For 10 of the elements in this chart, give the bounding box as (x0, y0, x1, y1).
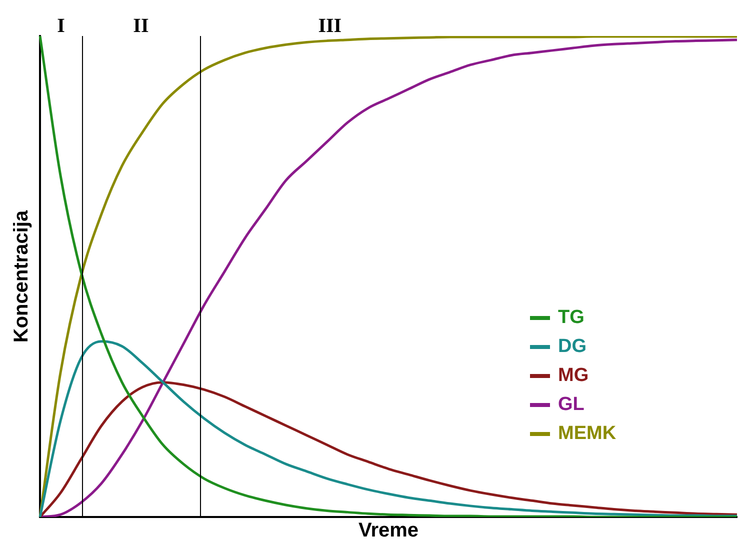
legend-label: GL (558, 394, 584, 416)
legend-label: DG (558, 336, 586, 358)
annotation: II (133, 15, 149, 38)
annotation: III (318, 15, 342, 38)
y-axis-title: Koncentracija (10, 209, 33, 343)
legend-label: MG (558, 364, 589, 386)
annotation: I (57, 15, 66, 38)
legend-label: TG (558, 306, 584, 328)
legend-label: MEMK (558, 422, 616, 444)
x-axis-title: Vreme (358, 520, 419, 542)
